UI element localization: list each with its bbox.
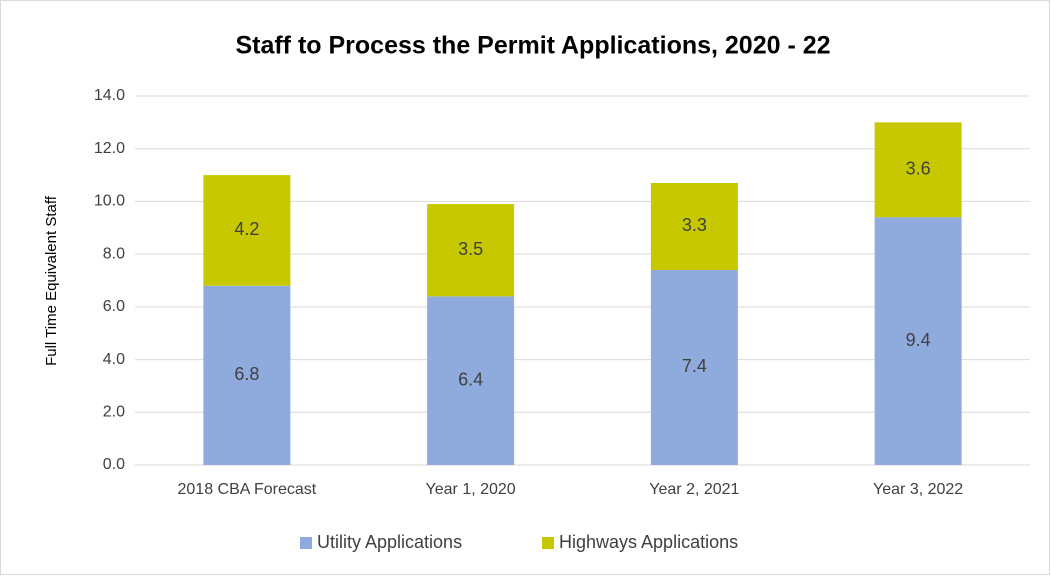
y-tick-label: 12.0 <box>94 140 125 157</box>
data-label: 4.2 <box>234 219 259 239</box>
legend-label: Highways Applications <box>559 532 738 552</box>
data-label: 9.4 <box>906 330 931 350</box>
bar-segment <box>427 204 515 297</box>
bar-segment <box>650 269 738 465</box>
bar-segment <box>427 296 515 465</box>
y-tick-label: 4.0 <box>103 351 125 368</box>
x-tick-label: 2018 CBA Forecast <box>178 481 317 498</box>
y-tick-label: 6.0 <box>103 298 125 315</box>
y-axis-label: Full Time Equivalent Staff <box>43 195 60 366</box>
bar-segment <box>203 285 291 465</box>
data-label: 6.4 <box>458 369 483 389</box>
y-tick-label: 0.0 <box>103 456 125 473</box>
y-tick-label: 2.0 <box>103 404 125 421</box>
data-label: 3.6 <box>906 159 931 179</box>
data-label: 3.5 <box>458 239 483 259</box>
legend-swatch <box>300 537 312 549</box>
bar-segment <box>874 217 962 465</box>
y-tick-label: 8.0 <box>103 245 125 262</box>
y-tick-label: 10.0 <box>94 193 125 210</box>
y-tick-label: 14.0 <box>94 87 125 104</box>
data-label: 7.4 <box>682 356 707 376</box>
data-label: 3.3 <box>682 215 707 235</box>
data-label: 6.8 <box>234 364 259 384</box>
bar-segment <box>650 182 738 270</box>
bar-segment <box>203 175 291 286</box>
legend-label: Utility Applications <box>317 532 462 552</box>
x-tick-label: Year 2, 2021 <box>649 481 739 498</box>
x-tick-label: Year 1, 2020 <box>426 481 516 498</box>
legend-swatch <box>542 537 554 549</box>
bar-segment <box>874 122 962 218</box>
chart-title: Staff to Process the Permit Applications… <box>235 32 830 60</box>
x-tick-label: Year 3, 2022 <box>873 481 963 498</box>
